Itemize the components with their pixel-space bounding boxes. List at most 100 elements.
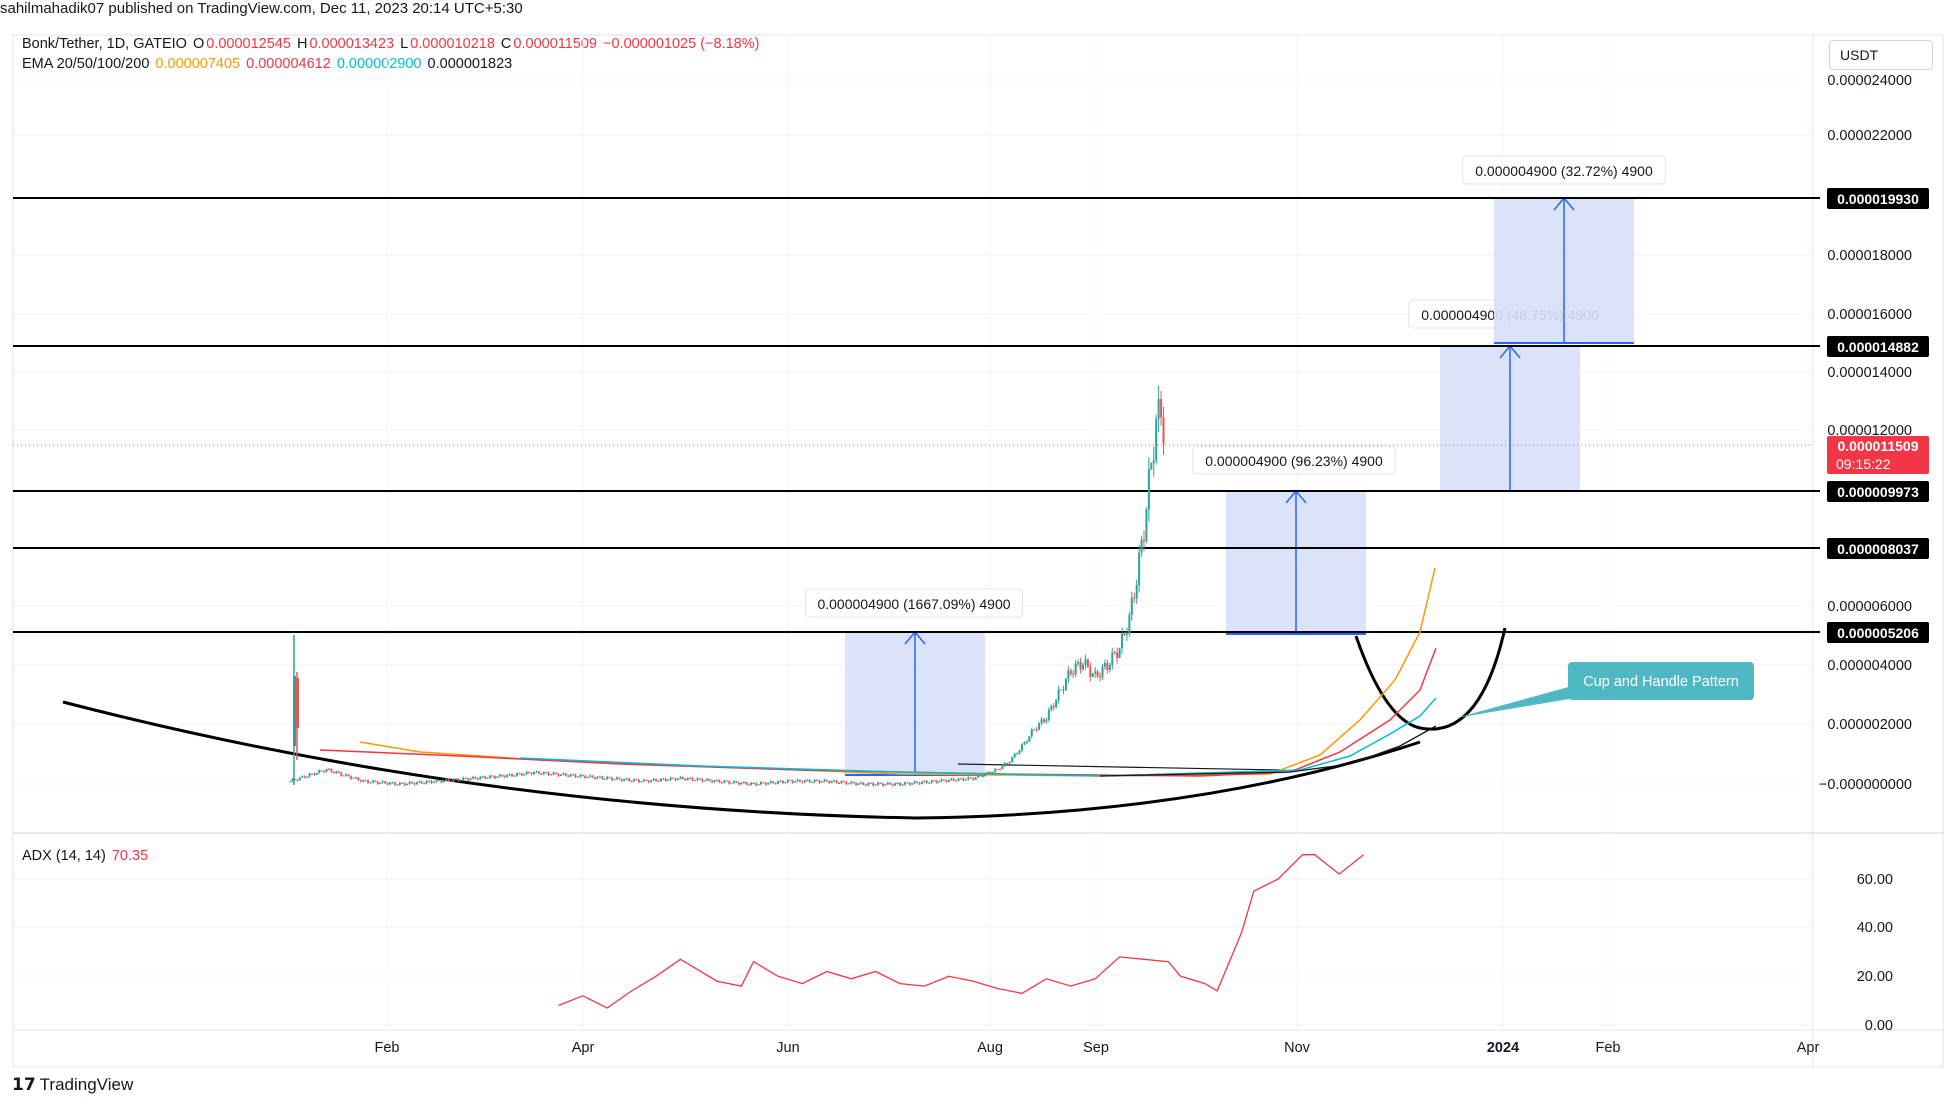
candle-body xyxy=(664,778,667,781)
candle-body xyxy=(574,774,577,777)
candle-body xyxy=(974,777,977,780)
candle-body xyxy=(303,776,306,778)
time-tick-label: Jun xyxy=(776,1040,799,1056)
candle-body xyxy=(894,783,897,786)
candle-body xyxy=(884,783,887,786)
candle-body xyxy=(1099,676,1102,678)
candle-body xyxy=(472,776,474,779)
current-price-tag: 0.000011509 09:15:22 xyxy=(1827,436,1929,474)
candle-body xyxy=(772,781,775,784)
candle-body xyxy=(647,781,650,783)
candle-body xyxy=(745,782,748,785)
candle-body xyxy=(1101,666,1104,678)
candle-body xyxy=(840,781,843,784)
tradingview-logo[interactable]: 17 TradingView xyxy=(12,1075,133,1095)
horizontal-levels xyxy=(13,197,1820,633)
price-tick-label: −0.000000000 xyxy=(1819,777,1912,793)
candle-body xyxy=(977,775,980,778)
candle-body xyxy=(1072,673,1075,675)
candle-body xyxy=(401,782,404,784)
adx-tick-label: 60.00 xyxy=(1857,872,1893,888)
candle-body xyxy=(376,781,379,784)
candle-body xyxy=(1038,723,1041,730)
candle-body xyxy=(1094,671,1097,674)
candle-body xyxy=(1008,762,1011,764)
candle-body xyxy=(750,782,753,785)
candle-body xyxy=(779,781,782,783)
ema-label[interactable]: EMA 20/50/100/200 xyxy=(22,56,150,72)
candle-body xyxy=(511,774,514,777)
currency-button[interactable]: USDT xyxy=(1829,40,1933,70)
adx-legend: ADX (14, 14) 70.35 xyxy=(22,848,150,864)
ema50-value: 0.000004612 xyxy=(246,56,331,72)
candle-body xyxy=(899,783,901,786)
level-tag-box xyxy=(1827,481,1929,502)
candle-body xyxy=(925,780,928,783)
high-value: 0.000013423 xyxy=(309,36,395,52)
measurement-boxes: 0.000004900 (1667.09%) 4900 0.000004900 (… xyxy=(804,155,1666,776)
candle-body xyxy=(428,780,431,782)
candle-body xyxy=(728,781,731,784)
candle-body xyxy=(452,778,455,782)
candle-body xyxy=(1069,670,1072,674)
candle-body xyxy=(969,777,972,779)
candle-body xyxy=(467,778,470,781)
candle-body xyxy=(567,775,570,777)
candle-body xyxy=(293,778,296,781)
candle-body xyxy=(608,777,611,779)
candle-body xyxy=(440,781,443,783)
candle-body xyxy=(916,781,919,784)
open-label: O xyxy=(192,36,205,52)
candle-body xyxy=(1128,615,1131,634)
callout-box xyxy=(1568,662,1754,700)
countdown-label: 09:15:22 xyxy=(1836,456,1891,472)
candle-body xyxy=(662,778,665,780)
candle-body xyxy=(867,783,870,786)
adx-tick-label: 20.00 xyxy=(1857,969,1893,985)
candle-body xyxy=(979,775,982,777)
candle-body xyxy=(962,778,965,781)
candle-body xyxy=(1074,663,1077,675)
candle-body xyxy=(706,778,709,781)
candle-body xyxy=(584,776,587,779)
candle-body xyxy=(823,779,826,782)
adx-value: 70.35 xyxy=(111,848,149,864)
candle-body xyxy=(960,778,962,780)
open-value: 0.000012545 xyxy=(206,36,291,52)
candle-body xyxy=(1121,633,1124,649)
candle-body xyxy=(684,779,687,781)
candle-body xyxy=(1118,648,1121,658)
close-label: C xyxy=(500,36,512,52)
adx-label[interactable]: ADX (14, 14) xyxy=(22,848,106,864)
candle-body xyxy=(1028,736,1031,742)
candle-body xyxy=(852,781,855,784)
candle-body xyxy=(786,780,789,783)
candle-body xyxy=(801,781,804,783)
candle-body xyxy=(369,782,372,784)
candle-body xyxy=(991,772,994,774)
candle-body xyxy=(940,779,943,782)
candle-body xyxy=(630,780,633,782)
candle-body xyxy=(296,678,299,728)
candle-body xyxy=(803,780,806,783)
candle-body xyxy=(430,781,433,783)
candle-body xyxy=(447,779,450,781)
high-label: H xyxy=(296,36,308,52)
candle-body xyxy=(911,783,914,785)
candle-body xyxy=(1079,661,1082,670)
candle-body xyxy=(315,772,318,775)
candle-body xyxy=(689,778,692,780)
candle-body xyxy=(432,781,435,783)
candle-body xyxy=(489,775,492,778)
candle-body xyxy=(686,778,689,780)
ema-lines xyxy=(319,567,1437,777)
candle-body xyxy=(576,776,579,778)
candle-body xyxy=(1021,744,1023,751)
candle-body xyxy=(669,777,672,780)
candle-body xyxy=(935,780,938,783)
candle-body xyxy=(291,778,294,782)
candle-body xyxy=(335,771,338,773)
symbol-name[interactable]: Bonk/Tether, 1D, GATEIO xyxy=(22,36,187,52)
candle-body xyxy=(633,779,636,782)
